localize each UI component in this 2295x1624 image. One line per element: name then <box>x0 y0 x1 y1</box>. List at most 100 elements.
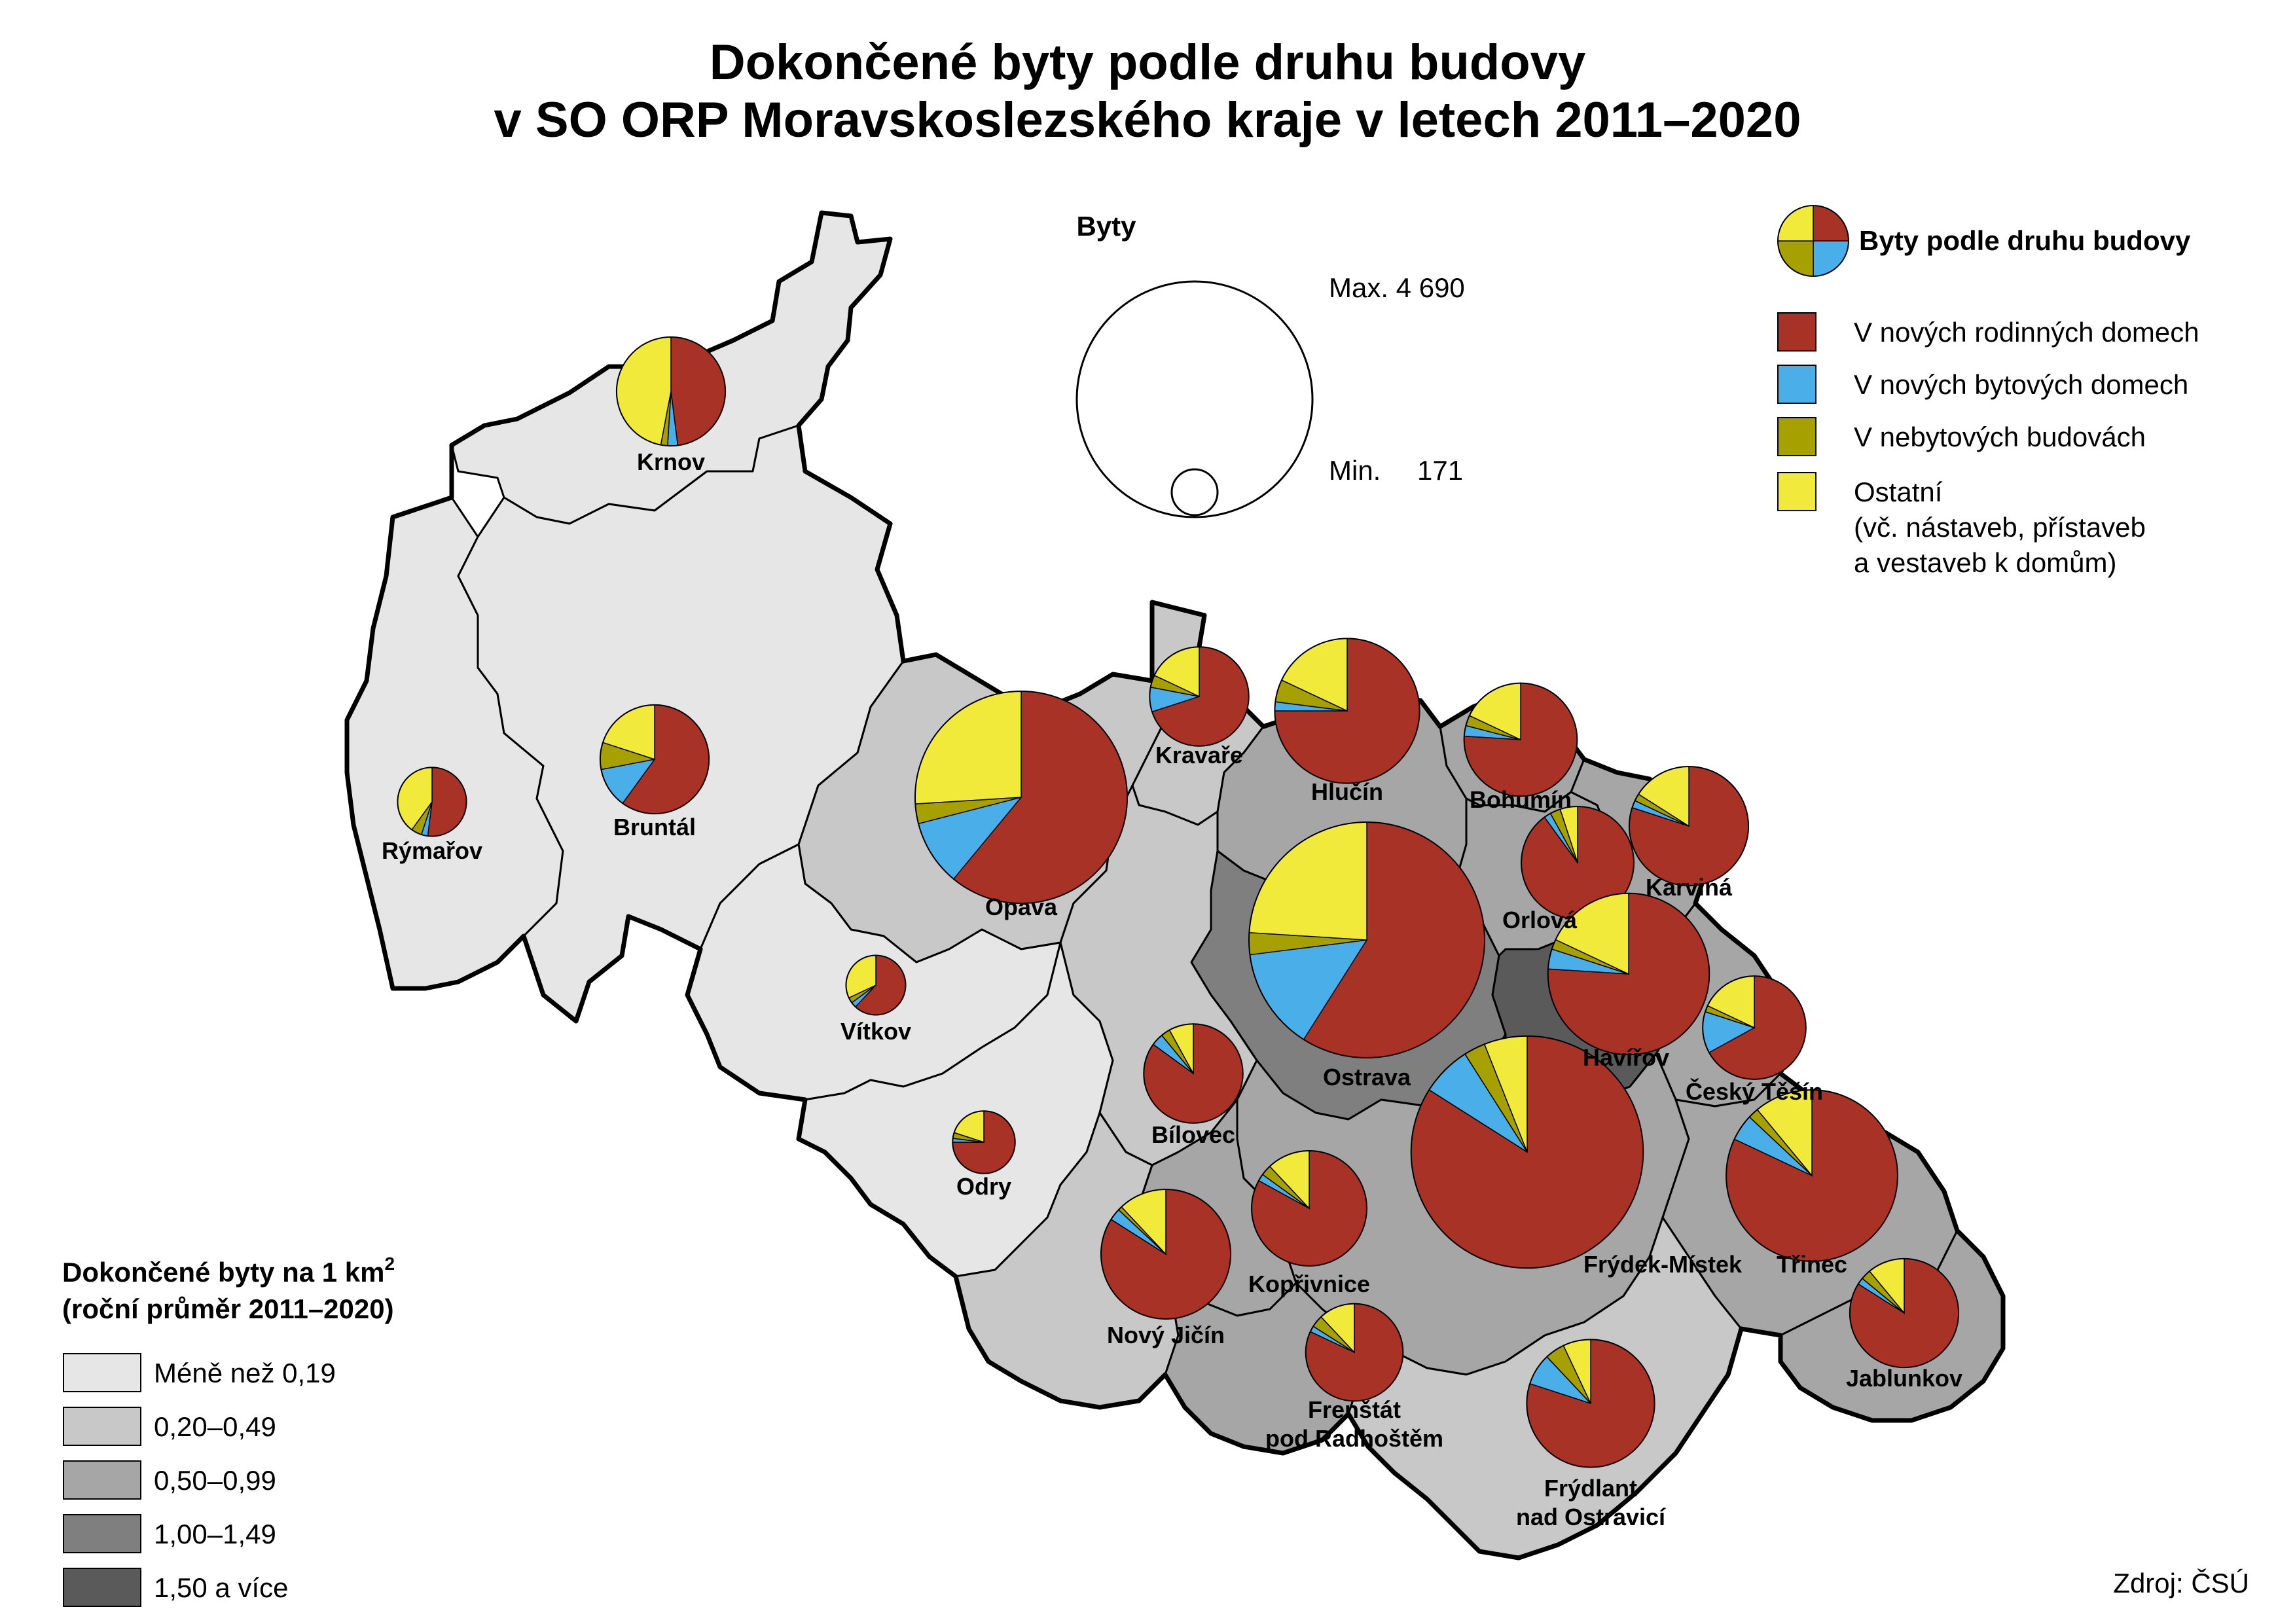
size-legend-max-circle <box>1075 280 1314 518</box>
district-label-7: Hlučín <box>1311 778 1383 805</box>
pie-9 <box>1628 765 1750 887</box>
pie-21-outline <box>1849 1257 1960 1369</box>
pie-16-outline <box>1726 1089 1898 1262</box>
pie-13 <box>1702 975 1807 1080</box>
pie-6-outline <box>1149 646 1250 747</box>
legend-label-ostatni-line3: a vestaveb k domům) <box>1854 547 2117 578</box>
pie-12-outline <box>1547 892 1710 1056</box>
pie-21 <box>1849 1257 1960 1369</box>
district-label-15: Frýdek-Místek <box>1583 1251 1743 1278</box>
density-swatch-3 <box>63 1514 141 1553</box>
pie-19-outline <box>1305 1303 1404 1402</box>
pie-18-outline <box>1100 1188 1232 1320</box>
density-label-3: 1,00–1,49 <box>154 1519 276 1549</box>
pie-17 <box>1251 1150 1367 1267</box>
district-label-5: Opava <box>985 893 1058 920</box>
pie-20-outline <box>1526 1339 1655 1468</box>
density-legend-heading: Dokončené byty na 1 km2 <box>62 1254 395 1288</box>
density-label-4: 1,50 a více <box>154 1572 288 1603</box>
district-label-13: Český Těšín <box>1686 1077 1823 1105</box>
pie-19 <box>1305 1303 1404 1402</box>
legend-label-ostatni: Ostatní <box>1854 477 1943 507</box>
pie-12 <box>1547 892 1710 1056</box>
district-label-16: Třinec <box>1777 1251 1847 1278</box>
density-swatch-1 <box>63 1407 141 1446</box>
district-label-6: Kravaře <box>1155 742 1243 768</box>
size-legend-max-label: Max. 4 690 <box>1329 272 1465 303</box>
legend-swatch-rodinne <box>1777 312 1816 352</box>
pie-8-outline <box>1463 682 1578 797</box>
pie-20 <box>1526 1339 1655 1468</box>
legend-swatch-bytove <box>1777 365 1816 404</box>
district-label-2: Bruntál <box>613 814 696 840</box>
legend-swatch-ostatni <box>1777 472 1816 511</box>
pie-14-outline <box>1143 1023 1244 1124</box>
district-label-20-line2: nad Ostravicí <box>1516 1504 1666 1530</box>
district-label-9: Karviná <box>1646 874 1733 901</box>
size-legend-min-value: 171 <box>1417 455 1463 486</box>
district-label-0: Krnov <box>637 448 705 475</box>
district-label-1: Rýmařov <box>382 837 482 864</box>
pie-0-outline <box>615 336 727 447</box>
district-label-18: Nový Jičín <box>1107 1322 1225 1348</box>
legend-label-rodinne: V nových rodinných domech <box>1854 317 2199 348</box>
pie-13-outline <box>1702 975 1807 1080</box>
pie-17-outline <box>1251 1150 1367 1267</box>
legend-label-nebytove: V nebytových budovách <box>1854 422 2146 452</box>
pie-4 <box>952 1110 1016 1174</box>
district-label-21: Jablunkov <box>1846 1365 1962 1392</box>
pie-3-outline <box>845 954 907 1016</box>
district-label-4: Odry <box>956 1173 1011 1200</box>
pie-8 <box>1463 682 1578 797</box>
pie-label-layer: Krnov Rýmařov Bruntál Vítkov Odry Opava Kravař… <box>382 448 1962 1530</box>
pie-11 <box>1248 821 1485 1058</box>
density-legend-subheading: (roční průměr 2011–2020) <box>62 1293 394 1324</box>
pie-4-outline <box>952 1110 1016 1174</box>
legend-label-bytove: V nových bytových domech <box>1854 369 2188 400</box>
map-title-line2: v SO ORP Moravskoslezského kraje v letec… <box>494 92 1801 148</box>
source-note: Zdroj: ČSÚ <box>2113 1568 2249 1598</box>
pie-7 <box>1274 638 1420 784</box>
pie-15-outline <box>1410 1035 1644 1269</box>
density-label-0: Méně než 0,19 <box>154 1358 336 1388</box>
district-label-3: Vítkov <box>840 1018 911 1045</box>
size-legend: Byty Max. 4 690 Min. 171 <box>1075 211 1465 518</box>
district-label-20-line1: Frýdlant <box>1544 1475 1637 1502</box>
pie-1-outline <box>397 767 467 837</box>
pie-3 <box>845 954 907 1016</box>
district-label-12: Havířov <box>1583 1044 1669 1071</box>
district-label-10: Orlová <box>1502 907 1578 933</box>
size-legend-min-circle <box>1170 468 1219 516</box>
district-label-19-line1: Frenštát <box>1308 1396 1401 1423</box>
pie-0 <box>615 336 727 447</box>
legend-sample-pie-outline <box>1777 205 1849 277</box>
density-swatch-0 <box>63 1353 141 1392</box>
density-label-2: 0,50–0,99 <box>154 1465 276 1496</box>
density-label-1: 0,20–0,49 <box>154 1411 276 1442</box>
pie-layer <box>397 336 1960 1468</box>
map-title-line1: Dokončené byty podle druhu budovy <box>709 35 1586 90</box>
pie-9-outline <box>1628 765 1750 887</box>
pie-16 <box>1726 1089 1898 1262</box>
pie-5 <box>914 690 1129 905</box>
district-label-19-line2: pod Radhoštěm <box>1265 1425 1443 1452</box>
size-legend-min-label: Min. <box>1329 455 1381 486</box>
district-label-14: Bílovec <box>1151 1121 1235 1148</box>
pie-2-outline <box>599 704 710 815</box>
pie-legend-heading: Byty podle druhu budovy <box>1859 225 2191 256</box>
density-swatch-4 <box>63 1568 141 1607</box>
pie-11-outline <box>1248 821 1485 1058</box>
pie-6 <box>1149 646 1250 747</box>
density-swatch-2 <box>63 1460 141 1500</box>
district-label-17: Kopřivnice <box>1248 1271 1370 1297</box>
district-label-11: Ostrava <box>1323 1064 1411 1091</box>
pie-2 <box>599 704 710 815</box>
legend-swatch-nebytove <box>1777 417 1816 456</box>
district-label-8: Bohumín <box>1470 786 1572 813</box>
pie-7-outline <box>1274 638 1420 784</box>
pie-18 <box>1100 1188 1232 1320</box>
pie-legend-sample <box>1777 205 1849 277</box>
size-legend-heading: Byty <box>1076 211 1136 242</box>
